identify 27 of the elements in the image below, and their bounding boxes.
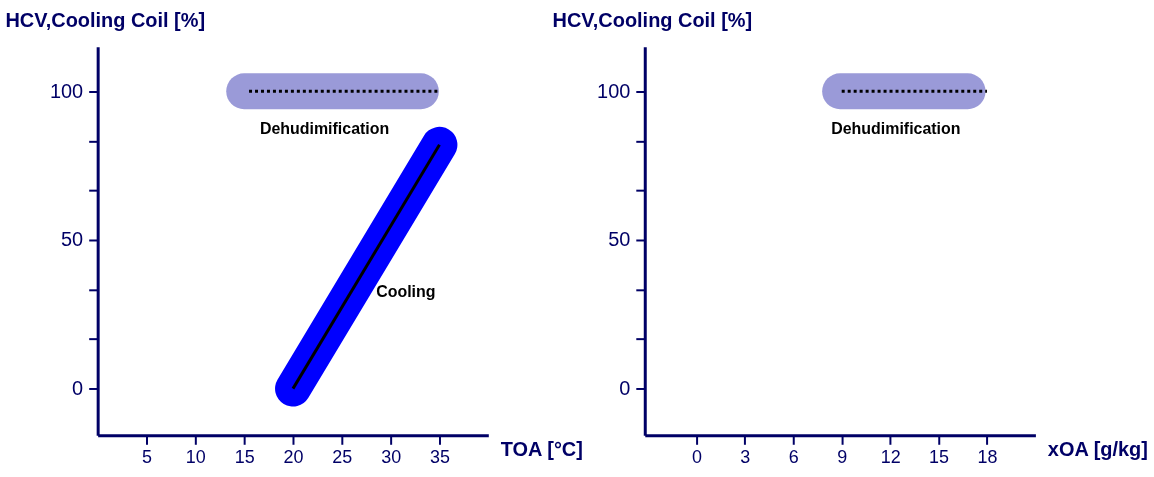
y-tick-label: 50	[61, 228, 84, 251]
x-tick-label: 15	[234, 446, 255, 467]
x-tick-label: 9	[837, 446, 848, 467]
series-label: Dehudimification	[831, 120, 961, 138]
y-tick-label: 100	[597, 79, 631, 102]
x-tick-label: 12	[880, 446, 901, 467]
x-tick-label: 30	[381, 446, 402, 467]
series-label: Dehudimification	[259, 120, 390, 138]
y-axis-title: HCV,Cooling Coil [%]	[552, 9, 753, 32]
series-label: Cooling	[376, 282, 436, 300]
y-axis-title: HCV,Cooling Coil [%]	[5, 9, 206, 32]
x-tick-label: 20	[283, 446, 304, 467]
y-tick-label: 0	[72, 377, 84, 400]
x-tick-label: 10	[185, 446, 206, 467]
x-tick-label: 18	[977, 446, 998, 467]
x-axis-title: xOA [g/kg]	[1047, 437, 1148, 460]
x-tick-label: 5	[142, 446, 153, 467]
x-tick-label: 15	[929, 446, 950, 467]
y-tick-label: 0	[619, 377, 631, 400]
x-tick-label: 0	[691, 446, 702, 467]
y-tick-label: 100	[49, 79, 84, 102]
x-tick-label: 25	[332, 446, 353, 467]
x-tick-label: 35	[430, 446, 450, 467]
x-tick-label: 6	[788, 446, 799, 467]
x-axis-title: TOA [°C]	[500, 437, 583, 460]
y-tick-label: 50	[608, 228, 631, 251]
x-tick-label: 3	[740, 446, 751, 467]
